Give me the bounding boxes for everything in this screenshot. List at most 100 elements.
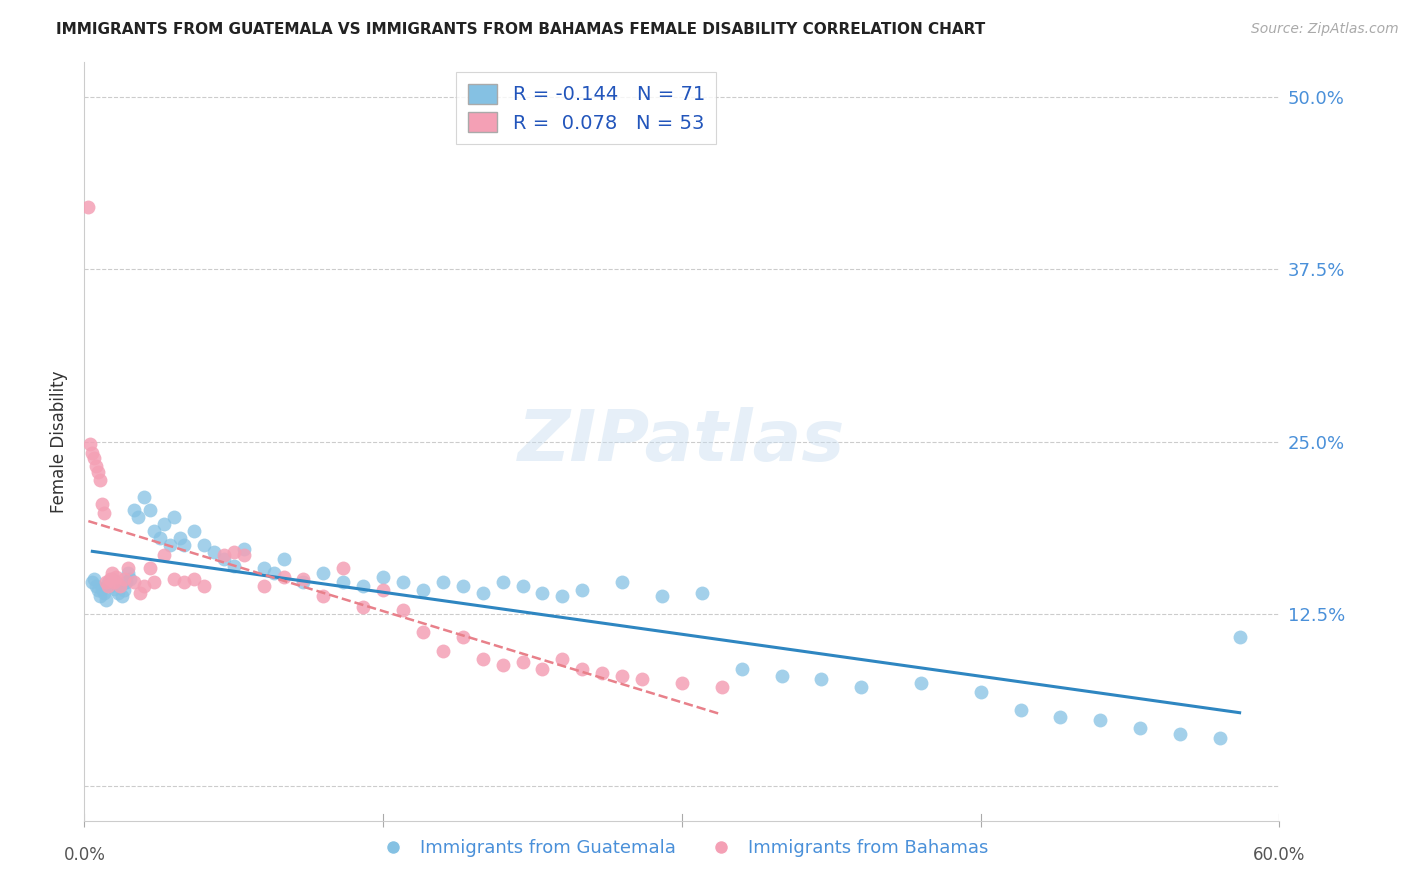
Point: [93, 586, 115, 600]
Point: [101, 566, 124, 580]
Point: [671, 675, 693, 690]
Point: [129, 586, 152, 600]
Point: [110, 579, 132, 593]
Point: [332, 561, 354, 575]
Point: [193, 538, 215, 552]
Point: [83, 573, 105, 587]
Point: [202, 545, 225, 559]
Point: [451, 579, 474, 593]
Point: [105, 575, 128, 590]
Point: [432, 644, 454, 658]
Point: [591, 666, 613, 681]
Point: [139, 503, 162, 517]
Point: [412, 583, 434, 598]
Point: [110, 579, 132, 593]
Point: [312, 589, 335, 603]
Point: [173, 538, 195, 552]
Point: [91, 497, 114, 511]
Point: [122, 503, 145, 517]
Point: [87, 583, 110, 598]
Point: [451, 630, 474, 644]
Point: [120, 573, 142, 587]
Point: [710, 680, 733, 694]
Point: [79, 437, 101, 451]
Point: [551, 652, 574, 666]
Point: [103, 582, 125, 596]
Point: [1090, 713, 1112, 727]
Point: [770, 669, 793, 683]
Y-axis label: Female Disability: Female Disability: [51, 370, 69, 513]
Point: [112, 573, 135, 587]
Point: [571, 583, 593, 598]
Point: [851, 680, 873, 694]
Point: [471, 652, 494, 666]
Point: [86, 459, 108, 474]
Point: [332, 575, 354, 590]
Point: [183, 573, 205, 587]
Point: [273, 551, 295, 566]
Point: [731, 662, 754, 676]
Point: [173, 575, 195, 590]
Point: [1129, 721, 1152, 735]
Point: [222, 545, 245, 559]
Point: [571, 662, 593, 676]
Point: [89, 473, 111, 487]
Point: [139, 561, 162, 575]
Point: [631, 672, 654, 686]
Point: [1229, 630, 1251, 644]
Point: [132, 490, 156, 504]
Point: [1168, 727, 1191, 741]
Point: [392, 603, 415, 617]
Text: 60.0%: 60.0%: [1253, 846, 1306, 863]
Point: [232, 542, 254, 557]
Point: [101, 573, 124, 587]
Point: [143, 575, 166, 590]
Point: [970, 685, 993, 699]
Point: [212, 551, 235, 566]
Point: [312, 566, 335, 580]
Text: Source: ZipAtlas.com: Source: ZipAtlas.com: [1251, 22, 1399, 37]
Point: [512, 655, 534, 669]
Point: [212, 548, 235, 562]
Point: [612, 575, 634, 590]
Point: [96, 575, 118, 590]
Point: [253, 579, 276, 593]
Point: [492, 575, 515, 590]
Point: [273, 569, 295, 583]
Point: [82, 575, 104, 590]
Point: [143, 524, 166, 538]
Point: [1049, 710, 1071, 724]
Point: [107, 586, 129, 600]
Point: [1209, 731, 1232, 745]
Point: [87, 465, 110, 479]
Point: [412, 624, 434, 639]
Point: [183, 524, 205, 538]
Point: [82, 445, 104, 459]
Point: [169, 531, 191, 545]
Point: [117, 561, 139, 575]
Point: [292, 573, 315, 587]
Point: [612, 669, 634, 683]
Point: [115, 575, 138, 590]
Point: [193, 579, 215, 593]
Point: [232, 548, 254, 562]
Point: [910, 675, 932, 690]
Text: ZIPatlas: ZIPatlas: [519, 407, 845, 476]
Point: [91, 582, 114, 596]
Text: 0.0%: 0.0%: [63, 846, 105, 863]
Point: [263, 566, 285, 580]
Point: [98, 579, 121, 593]
Legend: Immigrants from Guatemala, Immigrants from Bahamas: Immigrants from Guatemala, Immigrants fr…: [368, 832, 995, 864]
Point: [97, 579, 120, 593]
Point: [352, 579, 374, 593]
Point: [83, 451, 105, 466]
Point: [352, 599, 374, 614]
Point: [810, 672, 832, 686]
Point: [103, 575, 125, 590]
Point: [531, 586, 554, 600]
Point: [531, 662, 554, 676]
Point: [253, 561, 276, 575]
Point: [373, 583, 395, 598]
Point: [77, 200, 100, 214]
Point: [551, 589, 574, 603]
